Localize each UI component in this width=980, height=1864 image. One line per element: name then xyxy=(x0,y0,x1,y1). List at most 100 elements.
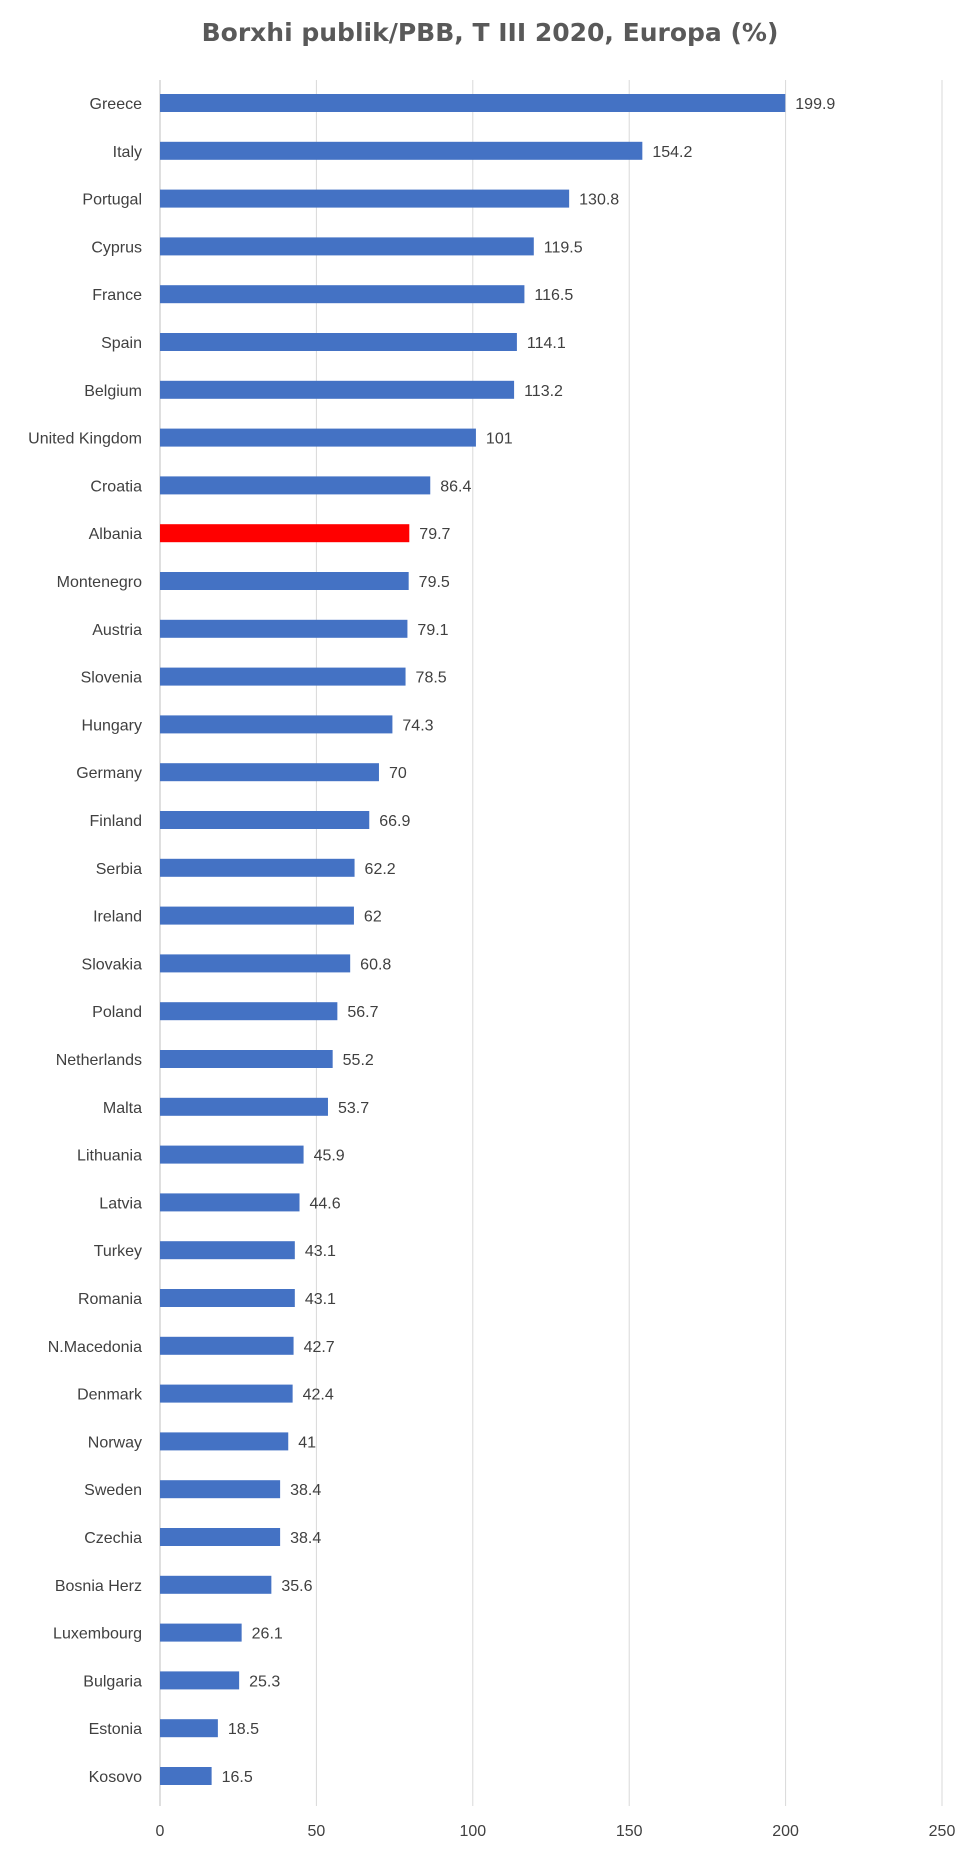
data-label: 53.7 xyxy=(338,1100,369,1117)
category-label: Luxembourg xyxy=(53,1626,142,1643)
data-label: 114.1 xyxy=(527,335,566,352)
data-label: 43.1 xyxy=(305,1243,336,1260)
bar-germany xyxy=(160,763,379,782)
bar-latvia xyxy=(160,1193,300,1212)
data-label: 116.5 xyxy=(534,287,573,304)
category-label: Denmark xyxy=(77,1387,143,1404)
bar-ireland xyxy=(160,906,354,925)
data-label: 60.8 xyxy=(360,956,391,973)
bar-united-kingdom xyxy=(160,428,476,447)
data-label: 119.5 xyxy=(544,239,583,256)
x-tick-label: 200 xyxy=(772,1823,799,1840)
bar-albania xyxy=(160,524,410,543)
chart-title: Borxhi publik/PBB, T III 2020, Europa (%… xyxy=(201,18,779,47)
category-label: Slovakia xyxy=(82,956,143,973)
data-label: 55.2 xyxy=(343,1052,374,1069)
bar-romania xyxy=(160,1289,295,1307)
bar-slovakia xyxy=(160,954,351,973)
category-label: United Kingdom xyxy=(28,431,142,448)
category-label: Serbia xyxy=(96,861,142,878)
data-label: 101 xyxy=(486,431,513,448)
category-label: France xyxy=(92,287,142,304)
bar-spain xyxy=(160,333,517,351)
category-label: Hungary xyxy=(82,717,142,734)
data-label: 62 xyxy=(364,909,382,926)
bar-montenegro xyxy=(160,572,409,590)
category-label: Austria xyxy=(92,622,142,639)
x-tick-label: 100 xyxy=(459,1823,486,1840)
data-label: 113.2 xyxy=(524,383,563,400)
bar-estonia xyxy=(160,1719,218,1738)
bar-bosnia-herz xyxy=(160,1575,272,1594)
category-label: Finland xyxy=(90,813,142,830)
category-label: Turkey xyxy=(94,1243,142,1260)
data-label: 56.7 xyxy=(347,1004,378,1021)
category-label: Czechia xyxy=(84,1530,142,1547)
category-label: Lithuania xyxy=(77,1148,142,1165)
category-label: Cyprus xyxy=(91,239,142,256)
category-label: Sweden xyxy=(84,1482,142,1499)
data-label: 79.7 xyxy=(419,526,450,543)
data-label: 79.1 xyxy=(417,622,448,639)
data-label: 25.3 xyxy=(249,1673,280,1690)
data-label: 45.9 xyxy=(314,1148,345,1165)
bar-kosovo xyxy=(160,1767,212,1785)
data-label: 38.4 xyxy=(290,1482,321,1499)
category-label: Montenegro xyxy=(57,574,142,591)
data-label: 44.6 xyxy=(310,1195,341,1212)
data-label: 26.1 xyxy=(252,1626,283,1643)
bar-czechia xyxy=(160,1528,281,1546)
bar-n-macedonia xyxy=(160,1336,294,1355)
bar-norway xyxy=(160,1432,289,1451)
data-label: 154.2 xyxy=(652,144,692,161)
category-label: Portugal xyxy=(82,192,142,209)
category-label: Germany xyxy=(76,765,142,782)
bar-serbia xyxy=(160,858,355,877)
category-label: Croatia xyxy=(90,478,142,495)
data-label: 18.5 xyxy=(228,1721,259,1738)
data-label: 66.9 xyxy=(379,813,410,830)
data-label: 35.6 xyxy=(281,1578,312,1595)
bar-denmark xyxy=(160,1384,293,1403)
bar-hungary xyxy=(160,715,393,734)
category-label: Latvia xyxy=(99,1195,142,1212)
bar-portugal xyxy=(160,189,570,208)
bar-lithuania xyxy=(160,1145,304,1164)
data-label: 130.8 xyxy=(579,192,619,209)
bar-slovenia xyxy=(160,667,406,686)
category-label: Albania xyxy=(89,526,142,543)
category-label: Bosnia Herz xyxy=(55,1578,142,1595)
bar-sweden xyxy=(160,1480,281,1499)
bar-netherlands xyxy=(160,1050,333,1068)
bar-poland xyxy=(160,1002,338,1021)
bar-austria xyxy=(160,619,408,638)
category-label: Belgium xyxy=(84,383,142,400)
category-label: Kosovo xyxy=(89,1769,142,1786)
bar-italy xyxy=(160,141,643,160)
category-label: Romania xyxy=(78,1291,142,1308)
data-label: 43.1 xyxy=(305,1291,336,1308)
category-label: Malta xyxy=(103,1100,142,1117)
category-label: Netherlands xyxy=(56,1052,142,1069)
x-tick-label: 250 xyxy=(929,1823,956,1840)
x-tick-label: 0 xyxy=(156,1823,165,1840)
x-tick-label: 150 xyxy=(616,1823,643,1840)
category-label: Greece xyxy=(90,96,143,113)
category-label: Poland xyxy=(92,1004,142,1021)
data-label: 16.5 xyxy=(222,1769,253,1786)
bar-belgium xyxy=(160,380,515,399)
bar-luxembourg xyxy=(160,1623,242,1642)
data-label: 42.7 xyxy=(304,1339,335,1356)
category-label: Estonia xyxy=(89,1721,142,1738)
data-label: 79.5 xyxy=(419,574,450,591)
data-label: 38.4 xyxy=(290,1530,321,1547)
category-label: N.Macedonia xyxy=(48,1339,142,1356)
category-label: Bulgaria xyxy=(83,1673,142,1690)
x-tick-label: 50 xyxy=(308,1823,326,1840)
bar-malta xyxy=(160,1097,328,1116)
data-label: 70 xyxy=(389,765,407,782)
category-label: Italy xyxy=(113,144,142,161)
bar-bulgaria xyxy=(160,1671,240,1690)
